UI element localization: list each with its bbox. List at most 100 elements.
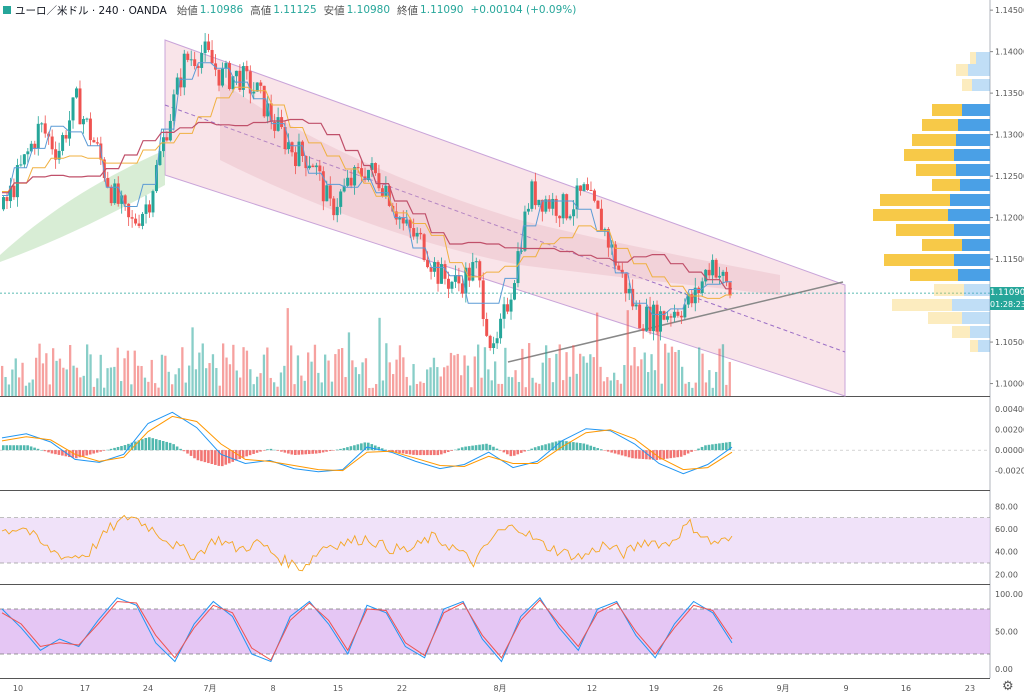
candle-body [141,213,145,226]
volume-bar [378,317,381,396]
rsi-tick-label: 40.00 [995,548,1018,557]
volume-bar [409,385,412,396]
macd-histogram-bar [221,450,224,467]
macd-histogram-bar [641,450,645,460]
macd-histogram-bar [405,450,408,454]
candle-body [26,151,30,155]
volume-bar [109,367,113,396]
gear-icon[interactable]: ⚙ [1002,679,1014,694]
volume-bar [436,367,439,396]
candle-body [617,265,621,270]
volume-bar [500,383,504,396]
low-label: 安値 [323,4,345,17]
candle-body [652,304,656,332]
candle-body [85,118,89,120]
candle-body [106,178,110,187]
candle-body [495,338,499,344]
time-axis-label: 7月 [203,684,216,693]
close-label: 終値 [397,4,419,17]
volume-bar [327,360,330,396]
time-axis-label: 15 [333,684,343,693]
macd-histogram-bar [540,445,544,451]
macd-histogram-bar [519,450,523,453]
volume-bar [11,369,14,396]
candle-body [394,211,398,220]
volume-profile-sell-bar [956,64,968,76]
candle-body [5,197,9,202]
candle-body [168,120,172,141]
volume-profile-sell-bar [932,179,960,191]
volume-bar [677,349,680,396]
time-axis-label: 26 [713,684,723,693]
macd-histogram-bar [586,444,589,451]
macd-histogram-bar [158,440,162,451]
candle-body [655,304,659,332]
volume-bar [487,369,490,396]
candle-body [92,140,96,143]
macd-histogram-bar [516,450,520,455]
symbol-label[interactable]: ユーロ／米ドル · 240 · OANDA [15,4,167,17]
volume-bar [215,368,218,396]
volume-bar [609,380,612,396]
volume-profile-sell-bar [904,149,954,161]
candle-body [380,188,384,197]
volume-bar [140,366,143,396]
candle-body [509,299,513,312]
macd-histogram-bar [57,450,61,455]
volume-profile-buy-bar [976,52,990,64]
volume-bar [14,358,17,396]
volume-profile-sell-bar [970,340,978,352]
volume-bar [616,380,619,396]
stoch-tick-label: 0.00 [995,665,1013,674]
volume-bar [670,346,674,396]
macd-histogram-bar [634,450,638,459]
candle-body [440,264,443,284]
candle-body [356,167,360,169]
volume-profile-sell-bar [928,312,962,324]
volume-bar [181,347,184,396]
volume-bar [228,364,232,396]
macd-histogram-bar [189,450,193,456]
macd-histogram-bar [533,447,537,451]
volume-profile-sell-bar [896,224,954,236]
volume-bar [313,344,317,396]
volume-profile-sell-bar [916,164,956,176]
volume-bar [650,354,653,396]
chart-header: ユーロ／米ドル · 240 · OANDA 始値 1.10986 高値 1.1112… [0,0,990,20]
candle-body [266,103,270,117]
volume-bar [660,383,663,396]
volume-bar [38,343,41,396]
channel-midline [164,104,846,353]
candle-body [599,208,603,232]
volume-bar [426,369,429,396]
volume-bar [568,376,572,396]
macd-histogram-bar [506,450,509,455]
macd-histogram-bar [321,450,325,453]
volume-bar [177,368,181,396]
macd-histogram-bar [71,450,75,458]
macd-histogram-bar [26,445,29,451]
candle-body [207,41,211,50]
candle-body [290,142,294,153]
rsi-tick-label: 80.00 [995,502,1018,511]
symbol-flag-icon [3,6,11,14]
low-value: 1.10980 [346,4,391,16]
macd-histogram-bar [148,437,151,451]
candle-body [57,150,61,160]
macd-histogram-bar [210,450,214,465]
candle-body [624,273,628,294]
volume-bar [347,332,351,396]
macd-histogram-bar [252,450,255,454]
volume-profile-buy-bar [962,104,990,116]
volume-bar [483,347,487,396]
volume-bar [167,371,170,396]
volume-bar [296,355,300,396]
volume-bar [446,365,449,396]
volume-profile-buy-bar [962,239,990,251]
candle-body [401,217,405,224]
volume-bar [317,372,320,396]
candle-body [429,267,433,272]
volume-bar [599,366,602,396]
